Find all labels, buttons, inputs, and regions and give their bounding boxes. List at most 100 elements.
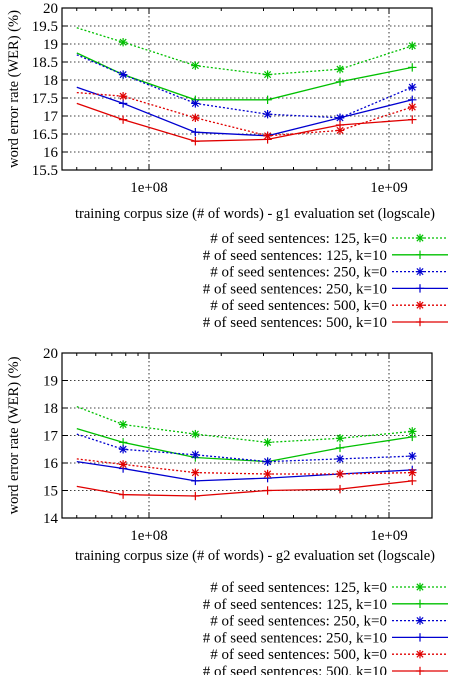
series-line [76,91,413,137]
star-stroke [119,445,127,453]
star-stroke [191,451,199,459]
data-point [263,486,272,495]
star-stroke [191,114,199,122]
legend-label: # of seed sentences: 250, k=0 [210,265,387,281]
star-stroke [416,301,424,309]
legend-label: # of seed sentences: 125, k=10 [203,597,387,613]
star-stroke [119,460,127,468]
star-stroke [336,470,344,478]
y-tick-label: 17 [43,429,59,445]
data-point [118,420,128,429]
star-stroke [408,103,416,111]
y-tick-label: 14 [43,511,59,527]
series-line [76,27,413,76]
data-point [408,427,417,436]
y-tick-label: 18 [43,73,58,89]
star-stroke [408,427,416,435]
star-stroke [416,650,424,658]
star-stroke [264,458,272,466]
star-stroke [191,99,199,107]
star-stroke [264,71,272,79]
legend-label: # of seed sentences: 500, k=0 [210,298,387,314]
legend-swatch [392,633,448,642]
data-point [335,443,345,453]
series-line [76,52,413,101]
data-point [335,469,345,479]
y-tick-label: 15 [43,484,58,500]
data-point [335,77,345,86]
legend-label: # of seed sentences: 250, k=0 [210,614,387,630]
star-stroke [336,434,344,442]
legend-swatch [392,317,448,327]
legend-swatch [392,650,448,659]
star-stroke [408,42,416,50]
data-point [408,451,417,461]
y-tick-label: 16 [43,145,59,161]
star-stroke [264,438,272,446]
legend-swatch [392,233,448,243]
series-4 [76,86,417,140]
legend-swatch [392,301,448,310]
star-stroke [191,469,199,477]
x-tick-label: 1e+08 [130,528,168,544]
legend-swatch [392,599,448,608]
star-stroke [416,583,424,591]
series-line [76,458,413,475]
data-point [408,83,417,92]
data-point [191,61,200,70]
y-axis-label: word error rate (WER) (%) [6,10,22,168]
data-point [408,102,417,112]
legend-label: # of seed sentences: 250, k=10 [203,281,387,297]
data-point [118,445,128,454]
y-tick-label: 16.5 [32,127,58,143]
y-tick-label: 20 [43,1,58,17]
star-stroke [416,268,424,276]
legend-swatch [392,267,448,276]
legend-label: # of seed sentences: 125, k=10 [203,248,387,264]
x-tick-label: 1e+09 [370,180,408,196]
star-stroke [119,71,127,79]
data-point [408,468,417,477]
star-stroke [264,470,272,478]
data-point [191,99,200,108]
plot-frame [61,7,433,171]
y-tick-label: 17.5 [32,91,58,107]
series-6 [76,476,417,501]
data-point [118,115,128,124]
legend-swatch [392,284,448,293]
star-stroke [264,110,272,118]
data-point [118,38,128,47]
data-point [408,95,417,104]
data-point [118,70,128,79]
data-point [335,126,345,135]
legend-label: # of seed sentences: 125, k=0 [210,231,387,247]
x-axis-label: training corpus size (# of words) - g2 e… [75,548,435,564]
legend-label: # of seed sentences: 500, k=10 [203,315,387,331]
data-point [335,484,345,494]
data-point [263,438,272,447]
series-5 [76,91,417,140]
data-point [263,95,272,104]
legend-swatch [392,616,448,625]
legend-label: # of seed sentences: 500, k=0 [210,647,387,663]
series-5 [76,458,417,479]
legend-label: # of seed sentences: 250, k=10 [203,630,387,646]
series-line [76,405,413,444]
data-point [191,429,200,439]
y-tick-label: 19 [43,37,58,53]
series-line [76,427,413,463]
data-point [118,92,128,101]
data-point [335,120,345,130]
data-point [191,468,200,477]
x-tick-label: 1e+09 [370,528,408,544]
y-tick-label: 16 [43,456,59,472]
data-point [191,113,200,122]
data-point [191,128,200,137]
x-axis-label: training corpus size (# of words) - g1 e… [75,206,435,222]
series-line [76,480,413,497]
star-stroke [408,452,416,460]
series-1 [76,405,417,447]
y-tick-label: 18 [43,401,58,417]
star-stroke [416,617,424,625]
